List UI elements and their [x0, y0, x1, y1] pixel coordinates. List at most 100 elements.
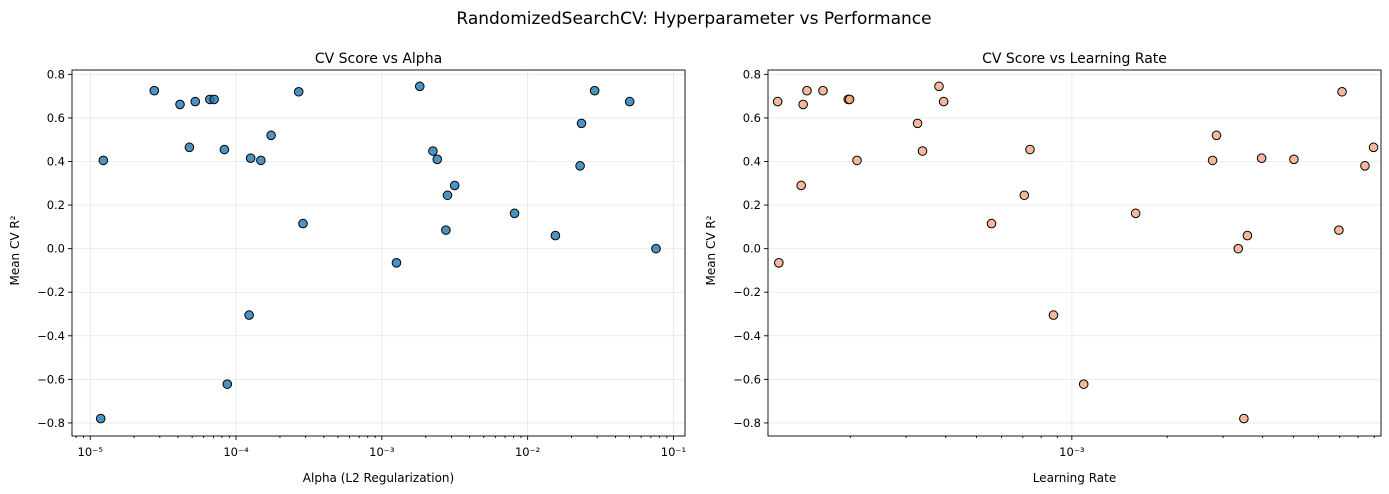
data-point — [550, 230, 561, 241]
data-point — [651, 243, 661, 254]
y-tick-label: 0.8 — [743, 67, 761, 81]
gridlines — [72, 70, 685, 436]
x-tick-label: 10⁻² — [515, 445, 540, 459]
data-point — [802, 85, 812, 96]
y-tick-label: −0.2 — [733, 285, 761, 299]
data-point — [432, 154, 443, 165]
data-point — [1048, 310, 1059, 320]
plot-frame — [71, 69, 686, 437]
data-point — [1019, 190, 1030, 201]
data-point — [428, 146, 438, 156]
data-point — [624, 96, 635, 107]
data-point — [917, 146, 928, 156]
data-point — [772, 96, 783, 107]
data-point — [391, 258, 402, 268]
data-point — [266, 130, 276, 141]
y-tick-label: −0.4 — [37, 329, 65, 343]
data-point — [1078, 379, 1089, 389]
y-tick-label: 0.0 — [47, 242, 65, 256]
data-points — [95, 81, 661, 424]
data-point — [244, 310, 254, 320]
data-point — [1130, 208, 1141, 219]
x-tick-label: 10⁻³ — [369, 445, 395, 459]
data-point — [1360, 161, 1370, 171]
data-point — [1211, 130, 1222, 141]
y-tick-label: 0.2 — [47, 198, 65, 212]
data-point — [245, 153, 256, 164]
data-point — [98, 155, 109, 166]
data-point — [256, 155, 266, 166]
x-tick-label: 10⁻⁴ — [223, 445, 249, 459]
y-tick-label: 0.4 — [47, 155, 65, 169]
data-point — [1289, 154, 1299, 165]
data-point — [774, 258, 784, 268]
learning-rate-scatter-panel: CV Score vs Learning Rate Learning Rate … — [704, 51, 1382, 485]
data-point — [1207, 155, 1218, 166]
y-tick-label: 0.4 — [743, 155, 761, 169]
data-point — [190, 96, 201, 107]
data-point — [575, 161, 585, 171]
y-tick-label: −0.6 — [37, 372, 65, 386]
data-point — [1334, 225, 1344, 235]
y-axis-ticks: −0.8 −0.6 −0.4 −0.2 0.0 0.2 0.4 0.6 0.8 — [733, 67, 768, 430]
data-point — [576, 118, 587, 129]
data-point — [1239, 413, 1249, 424]
panel-title: CV Score vs Learning Rate — [982, 51, 1167, 67]
data-point — [219, 144, 230, 155]
x-tick-label: 10⁻⁵ — [78, 445, 104, 459]
y-tick-label: −0.6 — [733, 372, 761, 386]
y-axis-label: Mean CV R² — [8, 215, 22, 285]
data-point — [449, 180, 460, 191]
data-point — [798, 99, 808, 110]
data-point — [293, 86, 304, 97]
plot-frame — [767, 69, 1382, 437]
x-tick-label: 10⁻³ — [1059, 445, 1085, 459]
data-point — [852, 155, 862, 166]
x-axis-ticks: 10⁻⁵ 10⁻⁴ 10⁻³ 10⁻² 10⁻¹ — [75, 436, 686, 459]
data-point — [589, 85, 600, 96]
figure-title: RandomizedSearchCV: Hyperparameter vs Pe… — [456, 9, 931, 29]
y-axis-ticks: −0.8 −0.6 −0.4 −0.2 0.0 0.2 0.4 0.6 0.8 — [37, 67, 72, 430]
y-tick-label: −0.8 — [37, 416, 65, 430]
data-point — [209, 94, 219, 105]
data-point — [442, 190, 453, 201]
data-points — [772, 81, 1379, 424]
data-point — [414, 81, 425, 92]
data-point — [509, 208, 520, 219]
panel-title: CV Score vs Alpha — [315, 51, 442, 67]
y-tick-label: 0.8 — [47, 67, 65, 81]
data-point — [184, 142, 195, 153]
y-tick-label: −0.2 — [37, 285, 65, 299]
data-point — [95, 413, 106, 424]
data-point — [796, 180, 806, 191]
data-point — [149, 85, 160, 96]
data-point — [818, 85, 828, 96]
gridlines — [768, 70, 1381, 436]
alpha-scatter-panel: CV Score vs Alpha Alpha (L2 Regularizati… — [8, 51, 686, 485]
y-tick-label: 0.2 — [743, 198, 761, 212]
y-tick-label: −0.4 — [733, 329, 761, 343]
data-point — [934, 81, 944, 92]
y-tick-label: 0.6 — [743, 111, 761, 125]
data-point — [298, 218, 308, 229]
y-tick-label: −0.8 — [733, 416, 761, 430]
data-point — [1337, 86, 1347, 97]
y-tick-label: 0.6 — [47, 111, 65, 125]
y-tick-label: 0.0 — [743, 242, 761, 256]
data-point — [222, 379, 233, 389]
data-point — [844, 94, 855, 105]
data-point — [986, 218, 997, 229]
data-point — [1368, 142, 1379, 153]
data-point — [441, 225, 451, 235]
data-point — [1025, 144, 1035, 155]
x-axis-ticks: 10⁻³ — [849, 436, 1375, 459]
data-point — [175, 99, 185, 110]
x-tick-label: 10⁻¹ — [661, 445, 686, 459]
x-axis-label: Alpha (L2 Regularization) — [303, 471, 454, 485]
y-axis-label: Mean CV R² — [704, 215, 718, 285]
x-axis-label: Learning Rate — [1033, 471, 1116, 485]
data-point — [1256, 153, 1267, 164]
data-point — [938, 96, 949, 107]
data-point — [912, 118, 923, 129]
